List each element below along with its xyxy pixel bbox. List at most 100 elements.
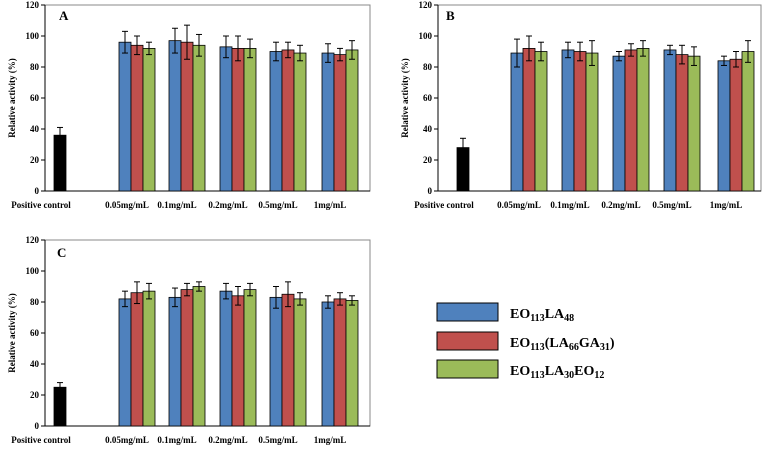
x-tick-label: 0.1mg/mL (157, 435, 196, 445)
bar-series-3 (534, 51, 548, 192)
legend-entry-3: EO113LA30EO12 (436, 359, 604, 381)
plot-border (44, 4, 371, 192)
legend-label-1: EO113LA48 (510, 307, 574, 324)
y-tick-label: 0 (35, 186, 40, 196)
bar-series-3 (293, 52, 307, 192)
x-tick-label: 1mg/mL (710, 200, 743, 210)
y-tick-label: 20 (30, 155, 40, 165)
bar-series-3 (142, 290, 156, 427)
bar-series-3 (636, 48, 650, 192)
bar-series-1 (269, 296, 283, 427)
y-tick-label: 40 (30, 124, 40, 134)
x-tick-label: 0.05mg/mL (497, 200, 541, 210)
bar-series-1 (321, 301, 335, 427)
panels: 0 20 40 60 80 100 120 Relative activity (%) A Pos… (7, 0, 762, 445)
bar-series-2 (281, 293, 295, 427)
legend-entry-1: EO113LA48 (436, 302, 574, 324)
bar-series-3 (142, 48, 156, 192)
bar-series-1 (321, 52, 335, 192)
x-tick-label: 0.05mg/mL (105, 435, 149, 445)
positive-control-bar (53, 386, 67, 427)
y-tick-label: 0 (428, 186, 433, 196)
legend-label-2: EO113(LA66GA31) (510, 336, 615, 353)
y-tick-label: 40 (423, 124, 433, 134)
chart-panel-c: 0 20 40 60 80 100 120 Relative activity (%) C Pos… (7, 235, 371, 445)
bar-series-3 (345, 300, 359, 427)
legend-swatch-2 (436, 331, 499, 351)
bar-series-3 (293, 298, 307, 427)
panel-label: B (446, 8, 455, 23)
y-axis-label: Relative activity (%) (7, 58, 17, 137)
x-tick-label: 1mg/mL (314, 435, 347, 445)
x-tick-label: 0.5mg/mL (258, 435, 297, 445)
bar-series-2 (130, 292, 144, 427)
x-tick-label: 0.1mg/mL (550, 200, 589, 210)
x-tick-label: 1mg/mL (314, 200, 347, 210)
bar-series-3 (243, 289, 257, 427)
y-axis-label: Relative activity (%) (7, 293, 17, 372)
panel-label: A (59, 8, 69, 23)
bar-series-1 (118, 41, 132, 192)
y-tick-label: 120 (26, 235, 40, 245)
bar-series-1 (219, 290, 233, 427)
bar-series-2 (729, 58, 743, 192)
positive-control-bar (53, 134, 67, 192)
bar-series-3 (243, 48, 257, 192)
y-tick-label: 120 (419, 0, 433, 10)
bar-series-2 (522, 48, 536, 192)
bar-series-3 (585, 52, 599, 192)
bar-series-2 (130, 44, 144, 192)
bar-series-2 (180, 289, 194, 427)
x-tick-label: 0.05mg/mL (105, 200, 149, 210)
plot-border (437, 4, 762, 192)
x-tick-label: Positive control (11, 200, 71, 210)
y-tick-label: 60 (423, 93, 433, 103)
y-tick-label: 80 (30, 297, 40, 307)
bar-series-1 (663, 49, 677, 192)
bar-series-1 (269, 51, 283, 192)
legend-swatch-3 (436, 359, 499, 379)
chart-panel-a: 0 20 40 60 80 100 120 Relative activity (%) A Pos… (7, 0, 371, 210)
y-tick-label: 20 (423, 155, 433, 165)
bar-series-2 (231, 295, 245, 427)
y-tick-label: 80 (423, 62, 433, 72)
bar-series-1 (118, 298, 132, 427)
y-tick-label: 60 (30, 328, 40, 338)
bar-series-1 (717, 60, 731, 192)
chart-panel-b: 0 20 40 60 80 100 120 Relative activity (%) B Pos… (400, 0, 762, 210)
bar-series-3 (741, 51, 755, 192)
bar-series-1 (561, 49, 575, 192)
x-tick-label: 0.5mg/mL (258, 200, 297, 210)
panel-label: C (57, 245, 66, 260)
x-tick-label: 0.2mg/mL (601, 200, 640, 210)
y-tick-label: 60 (30, 93, 40, 103)
bar-series-1 (612, 55, 626, 192)
x-tick-label: 0.2mg/mL (208, 200, 247, 210)
bar-series-1 (168, 296, 182, 427)
y-tick-label: 100 (419, 31, 433, 41)
y-axis-label: Relative activity (%) (400, 58, 410, 137)
legend-entry-2: EO113(LA66GA31) (436, 331, 615, 353)
x-tick-label: 0.2mg/mL (208, 435, 247, 445)
bar-series-1 (510, 52, 524, 192)
bar-series-3 (192, 286, 206, 427)
bar-series-3 (192, 44, 206, 192)
y-tick-label: 100 (26, 266, 40, 276)
x-tick-label: 0.5mg/mL (652, 200, 691, 210)
legend-label-3: EO113LA30EO12 (510, 364, 604, 381)
x-tick-label: Positive control (11, 435, 71, 445)
bar-series-3 (345, 49, 359, 192)
x-tick-label: 0.1mg/mL (157, 200, 196, 210)
y-tick-label: 80 (30, 62, 40, 72)
bar-series-2 (573, 51, 587, 192)
y-tick-label: 40 (30, 359, 40, 369)
y-tick-label: 100 (26, 31, 40, 41)
bar-series-1 (168, 40, 182, 192)
legend-swatch-1 (436, 302, 499, 322)
y-tick-label: 20 (30, 390, 40, 400)
bar-series-2 (281, 49, 295, 192)
x-tick-label: Positive control (414, 200, 474, 210)
y-tick-label: 0 (35, 421, 40, 431)
plot-border (44, 239, 371, 427)
